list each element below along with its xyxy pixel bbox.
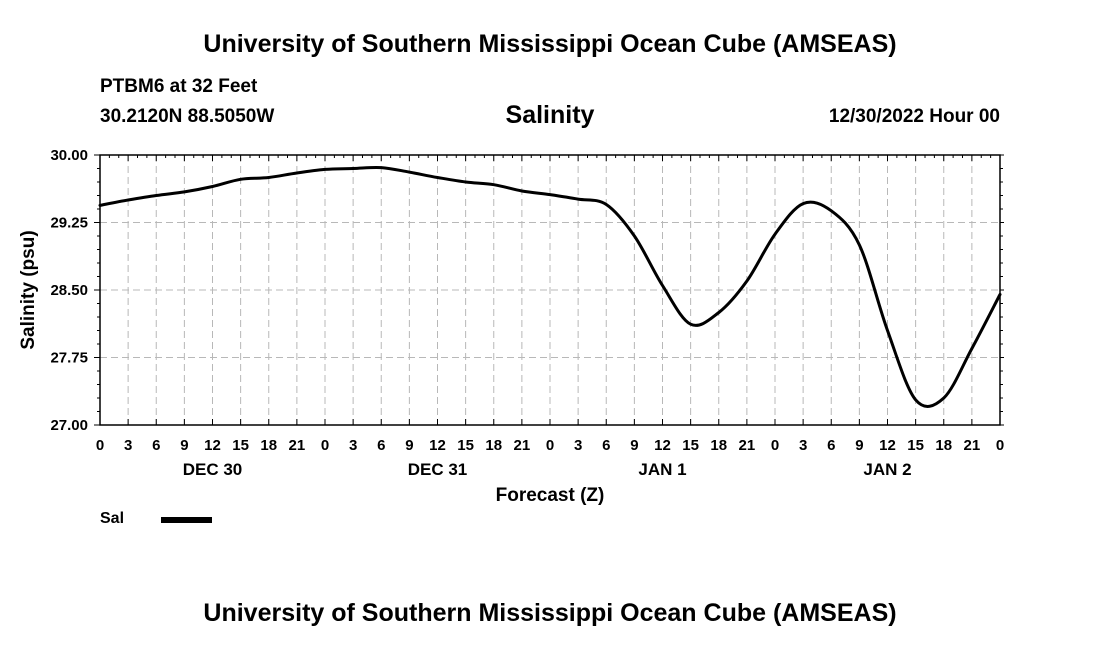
x-tick-label: 3 (799, 437, 807, 454)
x-tick-label: 15 (682, 437, 699, 454)
axis-labels: 0 3 6 9 12 15 18 21 0 3 6 9 12 15 18 21 0 3 6 9 12 15 18 21 0 3 6 9… (50, 147, 1004, 479)
x-tick-label: 9 (405, 437, 413, 454)
x-tick-label: 21 (514, 437, 531, 454)
x-tick-label: 0 (96, 437, 104, 454)
x-tick-label: 6 (827, 437, 835, 454)
x-tick-label: 0 (996, 437, 1004, 454)
x-tick-label: 9 (855, 437, 863, 454)
x-day-label: DEC 31 (408, 460, 468, 479)
chart-footer-title: University of Southern Mississippi Ocean… (203, 599, 897, 627)
x-tick-label: 6 (152, 437, 160, 454)
y-axis-label: Salinity (psu) (18, 230, 39, 349)
x-axis-label: Forecast (Z) (496, 485, 605, 506)
series-line-sal (98, 165, 1002, 408)
legend-label: Sal (100, 510, 125, 527)
x-tick-label: 3 (124, 437, 132, 454)
x-tick-label: 21 (739, 437, 756, 454)
x-tick-label: 12 (879, 437, 896, 454)
y-tick-label: 27.00 (50, 417, 88, 434)
legend-swatch (161, 517, 212, 523)
chart-header-title: University of Southern Mississippi Ocean… (203, 30, 897, 58)
x-tick-label: 18 (710, 437, 727, 454)
station-label: PTBM6 at 32 Feet (100, 76, 258, 97)
x-day-label: JAN 1 (638, 460, 686, 479)
x-day-label: JAN 2 (863, 460, 911, 479)
y-tick-label: 28.50 (50, 282, 88, 299)
x-tick-label: 18 (260, 437, 277, 454)
x-tick-label: 12 (429, 437, 446, 454)
axis-ticks (94, 154, 1004, 426)
x-tick-label: 15 (457, 437, 474, 454)
station-coordinates: 30.2120N 88.5050W (100, 106, 275, 127)
x-tick-label: 9 (630, 437, 638, 454)
x-tick-label: 6 (602, 437, 610, 454)
x-tick-label: 0 (321, 437, 329, 454)
x-tick-label: 12 (204, 437, 221, 454)
x-day-label: DEC 30 (183, 460, 243, 479)
y-tick-label: 29.25 (50, 215, 88, 232)
x-tick-label: 12 (654, 437, 671, 454)
x-tick-label: 21 (289, 437, 306, 454)
x-tick-label: 15 (907, 437, 924, 454)
x-tick-label: 15 (232, 437, 249, 454)
variable-title: Salinity (505, 101, 595, 129)
x-tick-label: 21 (964, 437, 981, 454)
x-tick-label: 3 (574, 437, 582, 454)
x-tick-label: 3 (349, 437, 357, 454)
y-tick-label: 30.00 (50, 147, 88, 164)
y-tick-label: 27.75 (50, 350, 88, 367)
x-tick-label: 0 (546, 437, 554, 454)
x-tick-label: 9 (180, 437, 188, 454)
x-tick-label: 18 (485, 437, 502, 454)
forecast-timestamp: 12/30/2022 Hour 00 (828, 106, 1000, 127)
x-tick-label: 0 (771, 437, 779, 454)
x-tick-label: 6 (377, 437, 385, 454)
x-tick-label: 18 (935, 437, 952, 454)
